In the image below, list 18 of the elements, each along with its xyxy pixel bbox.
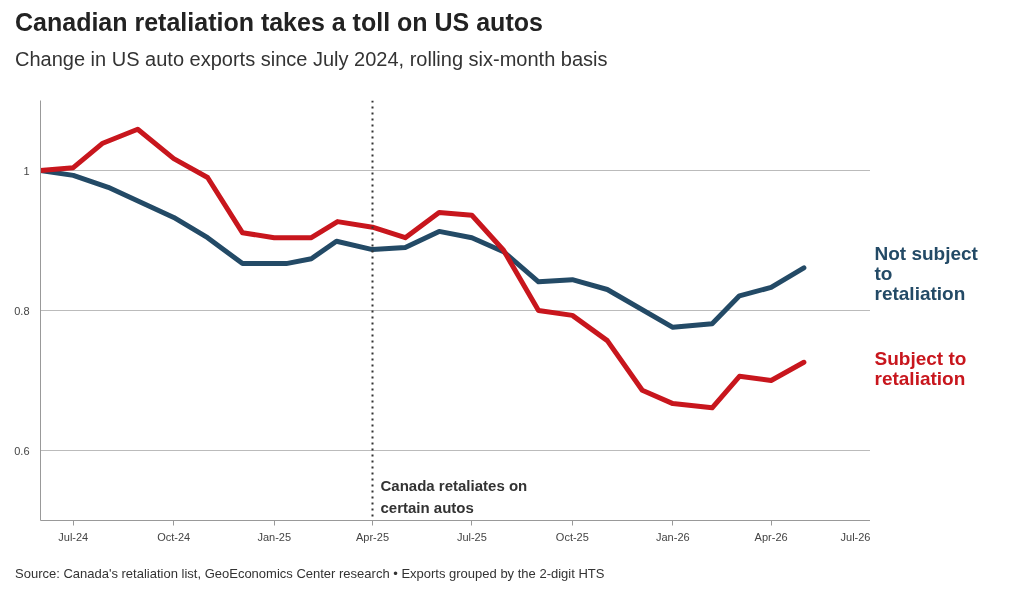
x-tick-label: Oct-24 xyxy=(157,530,191,543)
x-tick-label: Jul-26 xyxy=(840,530,871,543)
x-tick-label: Apr-25 xyxy=(355,530,390,543)
y-tick-label: 0.8 xyxy=(14,304,30,317)
x-tick-label: Jan-26 xyxy=(656,530,690,543)
ref-line-label: Canada retaliates on certain autos xyxy=(380,477,528,517)
chart-subtitle: Change in US auto exports since July 2024, rolling six-month basis xyxy=(15,47,608,72)
source-note: Source: Canada's retaliation list, GeoEconomics Center research • Exports grouped by the 2-digit HTS xyxy=(15,565,605,583)
text: Subject to retaliation xyxy=(874,347,967,389)
chart-title: Canadian retaliation takes a toll on US autos xyxy=(15,7,543,38)
x-tick-label: Jul-24 xyxy=(58,530,89,543)
x-tick-label: Jul-25 xyxy=(456,530,487,543)
x-tick-label: Apr-26 xyxy=(754,530,788,543)
text: Not subject to retaliation xyxy=(874,243,979,305)
x-tick-label: Oct-25 xyxy=(555,530,589,543)
x-tick-label: Jan-25 xyxy=(257,530,292,543)
y-tick-label: 0.6 xyxy=(14,444,30,457)
y-tick-label: 1 xyxy=(23,164,30,177)
